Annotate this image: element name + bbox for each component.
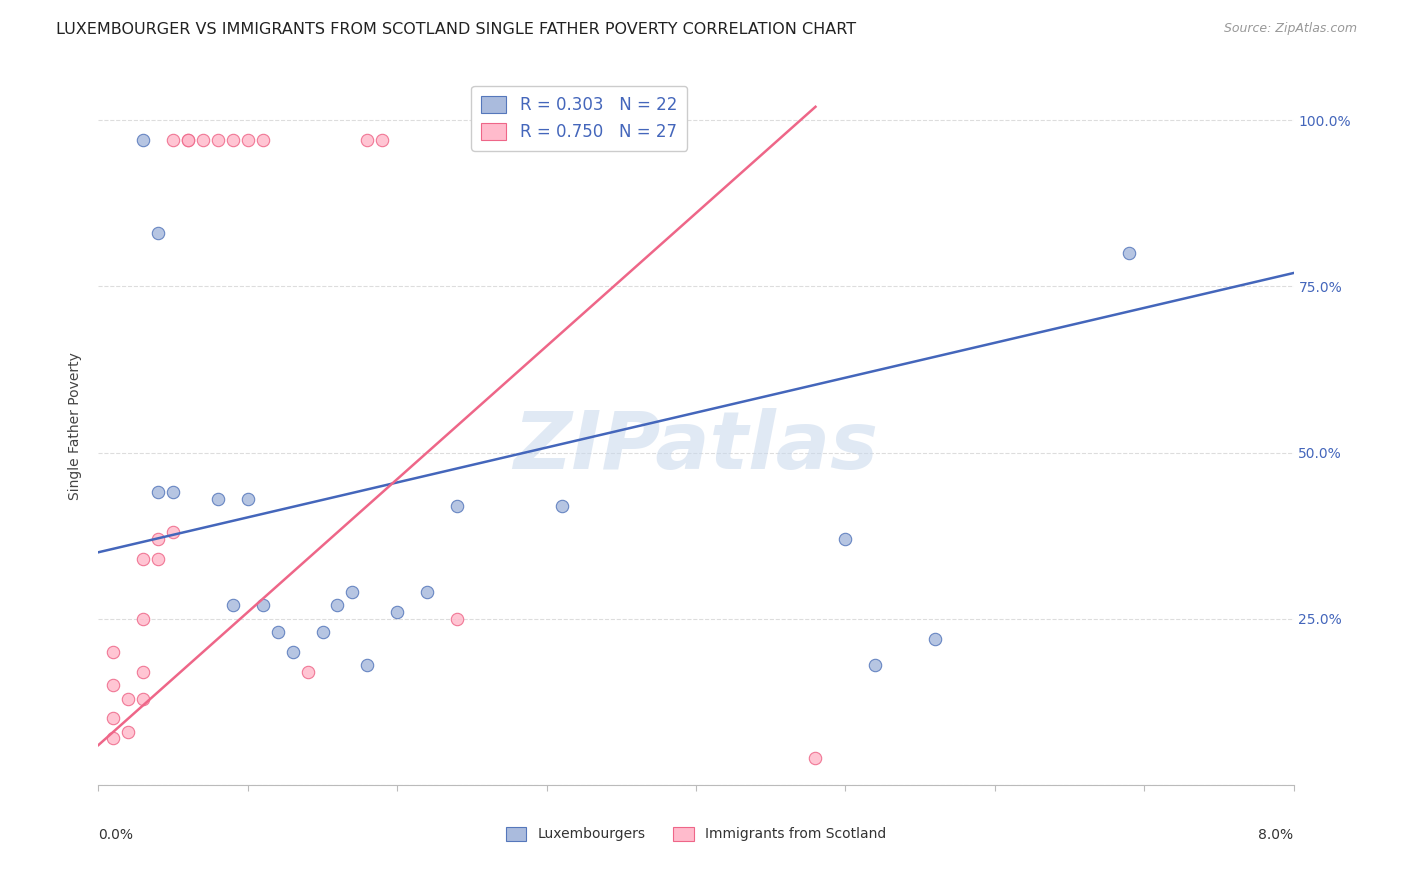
Point — [103, 731, 125, 746]
Point — [446, 499, 468, 513]
Point — [207, 491, 229, 506]
Text: 8.0%: 8.0% — [1258, 828, 1294, 842]
Point — [416, 585, 439, 599]
Point — [834, 532, 856, 546]
Point — [252, 599, 274, 613]
Point — [132, 612, 155, 626]
Point — [297, 665, 319, 679]
Point — [236, 133, 259, 147]
Point — [446, 612, 468, 626]
Point — [162, 525, 184, 540]
Point — [207, 133, 229, 147]
Point — [281, 645, 304, 659]
Text: 0.0%: 0.0% — [98, 828, 134, 842]
Point — [804, 751, 827, 765]
Point — [236, 491, 259, 506]
Point — [103, 678, 125, 692]
Point — [252, 133, 274, 147]
Point — [148, 226, 170, 240]
Point — [117, 724, 139, 739]
Y-axis label: Single Father Poverty: Single Father Poverty — [69, 352, 83, 500]
Point — [177, 133, 200, 147]
Point — [356, 658, 378, 673]
Point — [342, 585, 364, 599]
Point — [132, 552, 155, 566]
Point — [371, 133, 394, 147]
Point — [148, 485, 170, 500]
Point — [148, 532, 170, 546]
Point — [148, 552, 170, 566]
Point — [326, 599, 349, 613]
Point — [132, 665, 155, 679]
Point — [924, 632, 946, 646]
Point — [550, 499, 572, 513]
Point — [132, 691, 155, 706]
Point — [865, 658, 887, 673]
Text: LUXEMBOURGER VS IMMIGRANTS FROM SCOTLAND SINGLE FATHER POVERTY CORRELATION CHART: LUXEMBOURGER VS IMMIGRANTS FROM SCOTLAND… — [56, 22, 856, 37]
Point — [103, 645, 125, 659]
Point — [103, 711, 125, 725]
Point — [356, 133, 378, 147]
Point — [191, 133, 214, 147]
Point — [311, 625, 333, 640]
Point — [132, 133, 155, 147]
Point — [385, 605, 409, 619]
Point — [222, 599, 245, 613]
Point — [117, 691, 139, 706]
Point — [162, 485, 184, 500]
Point — [162, 133, 184, 147]
Point — [222, 133, 245, 147]
Point — [177, 133, 200, 147]
Point — [506, 133, 529, 147]
Point — [1118, 246, 1140, 260]
Text: ZIPatlas: ZIPatlas — [513, 409, 879, 486]
Point — [267, 625, 290, 640]
Legend: Luxembourgers, Immigrants from Scotland: Luxembourgers, Immigrants from Scotland — [498, 818, 894, 850]
Text: Source: ZipAtlas.com: Source: ZipAtlas.com — [1223, 22, 1357, 36]
